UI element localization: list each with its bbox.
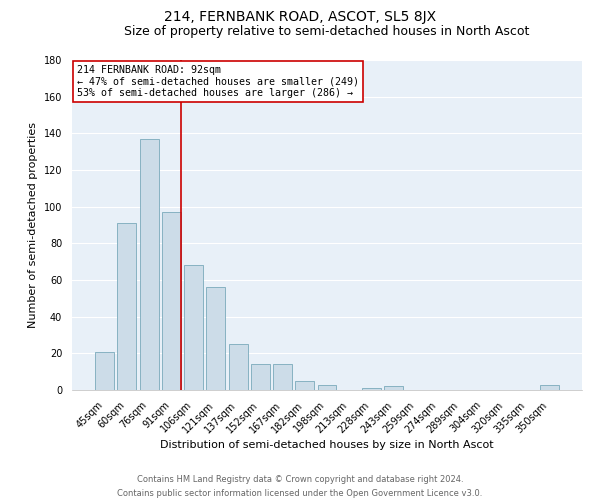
Bar xyxy=(206,288,225,390)
Bar xyxy=(251,364,270,390)
X-axis label: Distribution of semi-detached houses by size in North Ascot: Distribution of semi-detached houses by … xyxy=(160,440,494,450)
Bar xyxy=(540,384,559,390)
Bar xyxy=(384,386,403,390)
Text: Contains HM Land Registry data © Crown copyright and database right 2024.
Contai: Contains HM Land Registry data © Crown c… xyxy=(118,476,482,498)
Bar xyxy=(273,364,292,390)
Bar xyxy=(295,381,314,390)
Bar xyxy=(140,139,158,390)
Bar xyxy=(229,344,248,390)
Title: Size of property relative to semi-detached houses in North Ascot: Size of property relative to semi-detach… xyxy=(124,25,530,38)
Bar xyxy=(362,388,381,390)
Y-axis label: Number of semi-detached properties: Number of semi-detached properties xyxy=(28,122,38,328)
Bar xyxy=(184,266,203,390)
Text: 214 FERNBANK ROAD: 92sqm
← 47% of semi-detached houses are smaller (249)
53% of : 214 FERNBANK ROAD: 92sqm ← 47% of semi-d… xyxy=(77,65,359,98)
Bar xyxy=(118,223,136,390)
Text: 214, FERNBANK ROAD, ASCOT, SL5 8JX: 214, FERNBANK ROAD, ASCOT, SL5 8JX xyxy=(164,10,436,24)
Bar xyxy=(317,384,337,390)
Bar xyxy=(162,212,181,390)
Bar xyxy=(95,352,114,390)
